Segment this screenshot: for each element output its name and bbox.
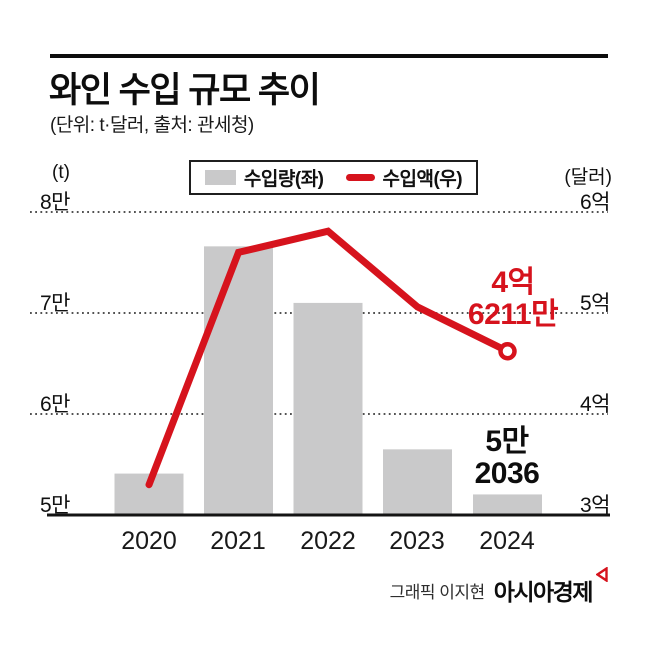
x-axis-label-2022: 2022 [300,527,356,555]
top-rule-divider [50,54,608,58]
credit-row: 그래픽 이지현 아시아경제 [389,566,608,607]
amount-line [145,227,511,489]
x-axis-label-2020: 2020 [121,527,177,555]
right-axis-tick-3eok: 3억 [580,494,611,517]
legend-volume-label: 수입량(좌) [243,169,324,190]
page-title: 와인 수입 규모 추이 [49,71,321,110]
left-axis-tick-7man: 7만 [40,292,71,315]
annotation-volume-line1: 5만 [485,425,529,458]
bar-2024 [473,494,542,515]
left-axis-unit-label: (t) [52,162,70,183]
annotation-amount-line2: 6211만 [467,298,559,331]
bar-2023 [383,449,452,515]
left-axis-tick-5man: 5만 [40,494,71,517]
x-axis-label-2024: 2024 [479,527,535,555]
annotation-volume-line2: 2036 [474,457,540,490]
right-axis-tick-5eok: 5억 [580,292,611,315]
legend-bar-swatch-icon [204,170,236,185]
legend-line-swatch-icon [345,174,375,181]
left-axis-tick-6man: 6만 [40,393,71,416]
annotation-amount-line1: 4억 [491,266,535,299]
annotation-volume-2024: 5만 2036 [427,426,587,490]
left-axis-tick-8man: 8만 [40,191,71,214]
right-axis-unit-label: (달러) [564,167,612,188]
right-axis-tick-6eok: 6억 [580,191,611,214]
legend-amount-label: 수입액(우) [382,169,463,190]
credit-brand-name: 아시아경제 [493,579,594,605]
credit-byline: 그래픽 이지현 [389,582,486,602]
x-axis-label-2021: 2021 [210,527,266,555]
bar-2022 [293,302,363,515]
chart-subtitle-unit-source: (단위: t·달러, 출처: 관세청) [50,115,254,136]
bar-2021 [204,246,273,515]
right-axis-tick-4eok: 4억 [580,393,611,416]
annotation-amount-2024: 4억 6211만 [424,267,602,331]
chart-legend: 수입량(좌) 수입액(우) [189,160,478,195]
asiae-flag-logo-icon [595,566,608,587]
amount-line-endpoint-marker [498,342,517,361]
x-axis-label-2023: 2023 [389,527,445,555]
